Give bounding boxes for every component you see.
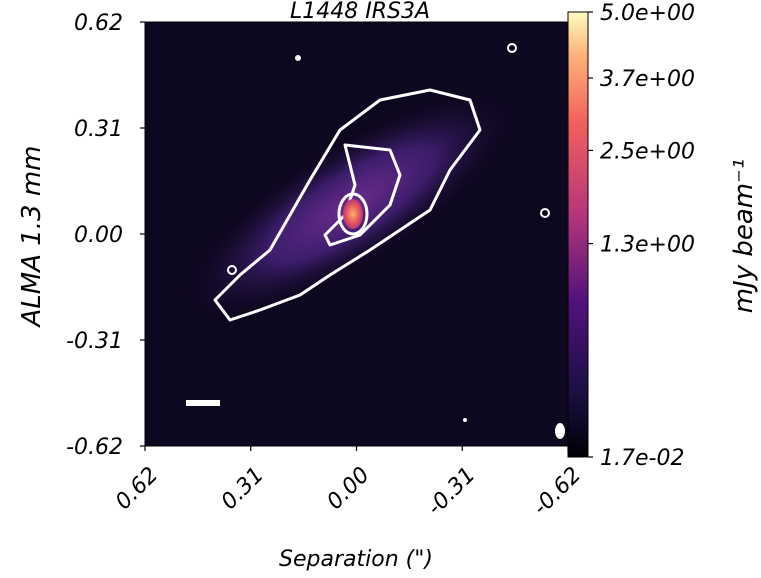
y-tick-label: -0.62 — [66, 435, 123, 460]
colorbar-tick-label: 5.0e+00 — [600, 1, 695, 26]
core — [343, 199, 363, 229]
scale-bar — [186, 400, 220, 406]
chart-title: L1448 IRS3A — [290, 0, 430, 24]
colorbar-tick-label: 2.5e+00 — [600, 139, 695, 164]
colorbar-tick-label: 1.7e-02 — [600, 446, 684, 471]
x-tick-label: 0.31 — [217, 463, 269, 515]
y-tick-label: 0.31 — [74, 117, 123, 142]
contour — [295, 55, 301, 61]
y-tick-label: 0.00 — [74, 223, 123, 248]
y-tick-label: 0.62 — [74, 11, 123, 36]
colorbar-tick-label: 3.7e+00 — [600, 67, 695, 92]
contour — [463, 418, 467, 422]
contour — [323, 143, 402, 247]
x-tick-label: 0.62 — [111, 463, 163, 515]
beam — [555, 423, 565, 439]
colorbar-label: mJy beam⁻¹ — [729, 159, 759, 314]
colorbar-tick-label: 1.3e+00 — [600, 233, 695, 258]
colorbar — [567, 11, 589, 458]
image — [145, 22, 568, 446]
x-tick-label: 0.00 — [322, 463, 374, 515]
contour — [213, 88, 482, 322]
y-axis-label: ALMA 1.3 mm — [17, 145, 47, 328]
contour — [507, 43, 517, 53]
x-tick-label: -0.62 — [528, 463, 586, 521]
contour — [540, 208, 550, 218]
x-axis-label: Separation (") — [279, 547, 433, 572]
y-tick-label: -0.31 — [66, 329, 123, 354]
contour — [227, 265, 237, 275]
contour — [337, 192, 369, 236]
x-tick-label: -0.31 — [423, 463, 481, 521]
